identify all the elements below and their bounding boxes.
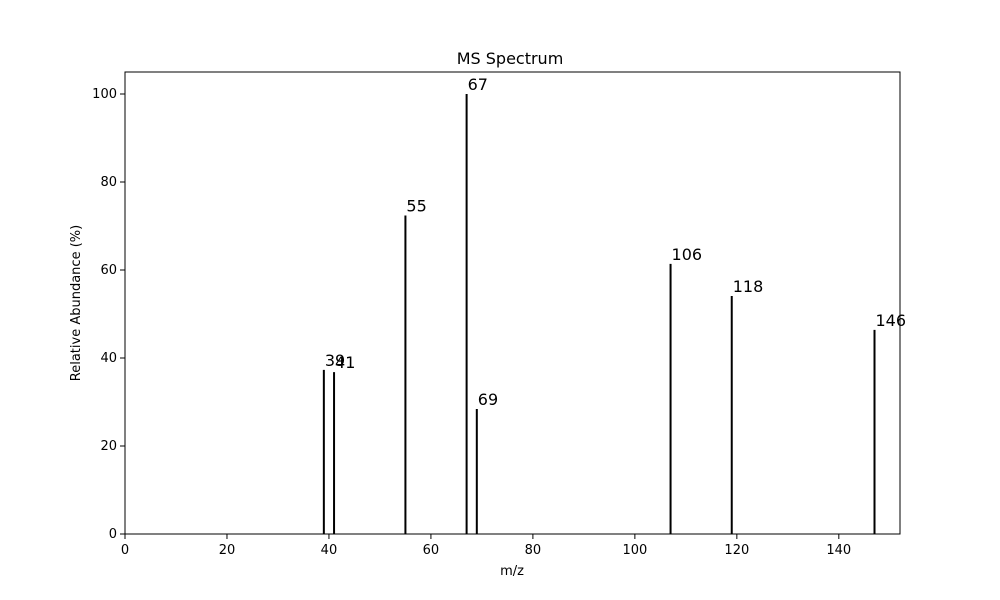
peak-label: 67 <box>468 75 488 94</box>
x-tick-label: 80 <box>525 543 542 558</box>
x-tick-label: 120 <box>724 543 749 558</box>
peak-label: 106 <box>672 245 703 264</box>
x-tick-label: 20 <box>219 543 236 558</box>
x-tick-label: 0 <box>121 543 129 558</box>
peak-label: 55 <box>406 196 426 215</box>
plot-frame <box>124 71 901 535</box>
x-tick-label: 100 <box>622 543 647 558</box>
y-axis-label: Relative Abundance (%) <box>69 225 84 381</box>
peak-label: 39 <box>325 351 345 370</box>
y-tick-label: 80 <box>100 175 117 190</box>
x-tick-label: 140 <box>826 543 851 558</box>
peak-label: 41 <box>335 353 355 372</box>
axes: 0 20 40 60 80 100 120 140 0 20 40 60 80 100 <box>92 71 901 558</box>
peak-label: 69 <box>478 390 498 409</box>
y-tick-label: 100 <box>92 87 117 102</box>
peak-label: 118 <box>733 277 764 296</box>
chart-title: MS Spectrum <box>457 49 564 68</box>
peak-label: 146 <box>876 311 907 330</box>
x-tick-label: 60 <box>423 543 440 558</box>
x-tick-label: 40 <box>321 543 338 558</box>
y-tick-label: 20 <box>100 439 117 454</box>
y-tick-label: 40 <box>100 351 117 366</box>
x-axis-label: m/z <box>500 564 524 579</box>
y-tick-label: 0 <box>109 527 117 542</box>
y-tick-label: 60 <box>100 263 117 278</box>
